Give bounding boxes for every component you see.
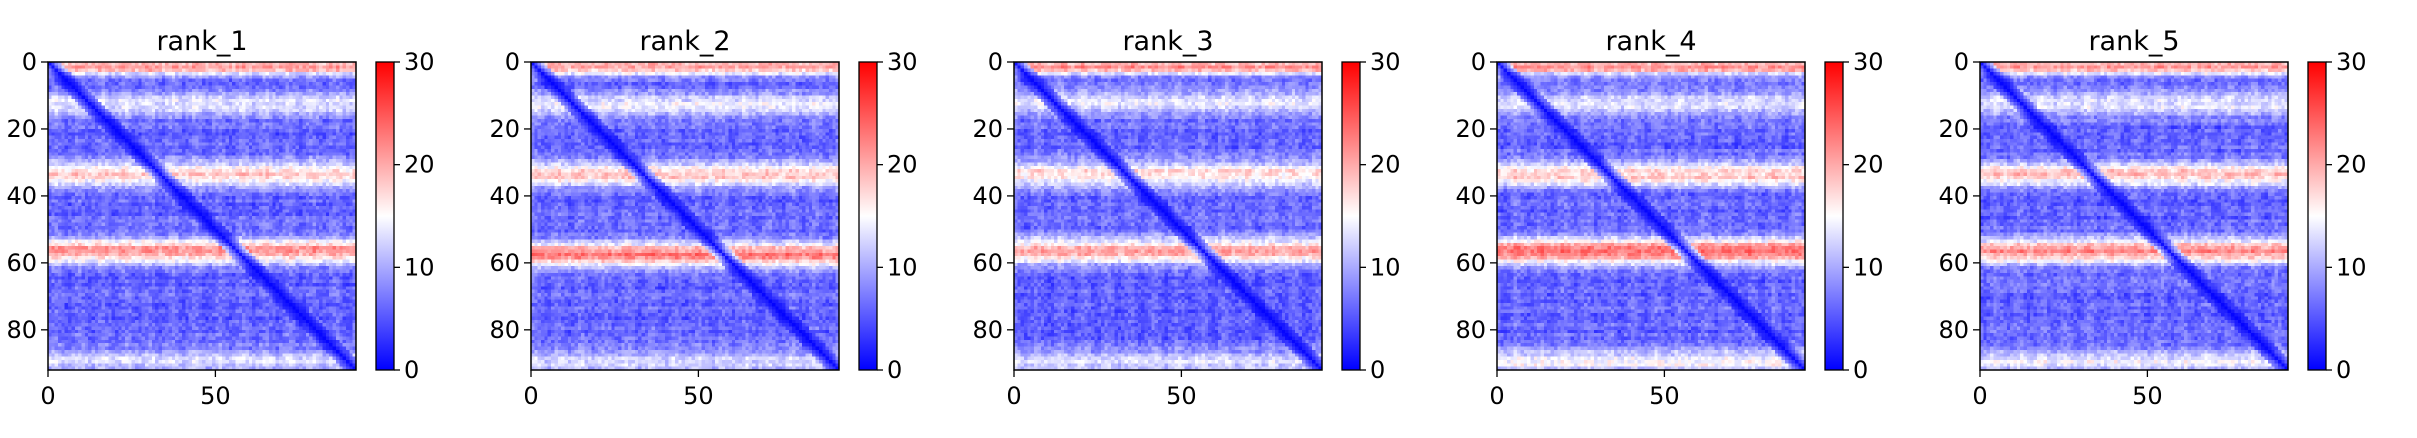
- subplot-3: rank_3 0 20 40 60 80 0 50 0 10 20 30: [972, 26, 1400, 410]
- colorbar-tick-label: 30: [404, 48, 435, 76]
- colorbar-tick-label: 30: [1853, 48, 1884, 76]
- subplot-2: rank_2 0 20 40 60 80 0 50 0 10 20 30: [489, 26, 917, 410]
- colorbar: [858, 61, 878, 371]
- x-tick-label: 0: [1972, 382, 1987, 410]
- colorbar-tick-label: 0: [887, 356, 902, 384]
- x-tick-label: 50: [200, 382, 231, 410]
- colorbar-tick-label: 20: [2336, 151, 2367, 179]
- subplot-5: rank_5 0 20 40 60 80 0 50 0 10 20 30: [1938, 26, 2366, 410]
- heatmap-image: [48, 62, 356, 370]
- y-tick-label: 80: [1455, 316, 1486, 344]
- y-tick-label: 0: [505, 48, 520, 76]
- heatmap-image: [1014, 62, 1322, 370]
- colorbar-tick-label: 20: [1370, 151, 1401, 179]
- y-tick-label: 60: [6, 249, 37, 277]
- colorbar-tick-label: 20: [1853, 151, 1884, 179]
- y-tick-label: 80: [489, 316, 520, 344]
- heatmap-image: [531, 62, 839, 370]
- y-tick-label: 0: [988, 48, 1003, 76]
- axes-frame: [1013, 61, 1323, 371]
- heatmap-image: [1980, 62, 2288, 370]
- axes-frame: [47, 61, 357, 371]
- y-tick-label: 40: [1455, 182, 1486, 210]
- y-tick-label: 20: [972, 115, 1003, 143]
- x-tick-label: 50: [683, 382, 714, 410]
- y-tick-label: 40: [972, 182, 1003, 210]
- y-tick-label: 0: [1954, 48, 1969, 76]
- colorbar-tick-label: 30: [2336, 48, 2367, 76]
- colorbar: [1824, 61, 1844, 371]
- heatmap-image: [1497, 62, 1805, 370]
- y-tick-label: 40: [489, 182, 520, 210]
- colorbar-tick-label: 30: [887, 48, 918, 76]
- y-tick-label: 40: [1938, 182, 1969, 210]
- axes-frame: [1979, 61, 2289, 371]
- x-tick-label: 50: [1649, 382, 1680, 410]
- x-tick-label: 0: [523, 382, 538, 410]
- y-tick-label: 40: [6, 182, 37, 210]
- y-tick-label: 20: [1938, 115, 1969, 143]
- colorbar-tick-label: 10: [1853, 253, 1884, 281]
- subplot-title: rank_1: [156, 26, 247, 57]
- subplot-title: rank_3: [1122, 26, 1213, 57]
- x-tick-label: 50: [2132, 382, 2163, 410]
- subplot-4: rank_4 0 20 40 60 80 0 50 0 10 20 30: [1455, 26, 1883, 410]
- y-tick-label: 60: [972, 249, 1003, 277]
- x-tick-label: 0: [1006, 382, 1021, 410]
- y-tick-label: 20: [6, 115, 37, 143]
- colorbar-tick-label: 30: [1370, 48, 1401, 76]
- subplot-title: rank_2: [639, 26, 730, 57]
- colorbar-tick-label: 10: [2336, 253, 2367, 281]
- colorbar-tick-label: 0: [2336, 356, 2351, 384]
- colorbar-tick-label: 0: [1853, 356, 1868, 384]
- x-tick-label: 0: [1489, 382, 1504, 410]
- y-tick-label: 80: [1938, 316, 1969, 344]
- y-tick-label: 60: [1938, 249, 1969, 277]
- y-tick-label: 0: [1471, 48, 1486, 76]
- colorbar-tick-label: 20: [887, 151, 918, 179]
- subplot-title: rank_5: [2088, 26, 2179, 57]
- y-tick-label: 20: [1455, 115, 1486, 143]
- y-tick-label: 60: [1455, 249, 1486, 277]
- axes-frame: [1496, 61, 1806, 371]
- colorbar: [375, 61, 395, 371]
- colorbar: [1341, 61, 1361, 371]
- subplot-title: rank_4: [1605, 26, 1696, 57]
- colorbar-tick-label: 10: [887, 253, 918, 281]
- colorbar-tick-label: 0: [404, 356, 419, 384]
- subplot-1: rank_1 0 20 40 60 80 0 50 0 10 20 30: [6, 26, 434, 410]
- axes-frame: [530, 61, 840, 371]
- x-tick-label: 0: [40, 382, 55, 410]
- colorbar-tick-label: 10: [1370, 253, 1401, 281]
- colorbar-tick-label: 10: [404, 253, 435, 281]
- colorbar: [2307, 61, 2327, 371]
- x-tick-label: 50: [1166, 382, 1197, 410]
- y-tick-label: 20: [489, 115, 520, 143]
- y-tick-label: 80: [972, 316, 1003, 344]
- colorbar-tick-label: 20: [404, 151, 435, 179]
- colorbar-tick-label: 0: [1370, 356, 1385, 384]
- y-tick-label: 0: [22, 48, 37, 76]
- y-tick-label: 60: [489, 249, 520, 277]
- y-tick-label: 80: [6, 316, 37, 344]
